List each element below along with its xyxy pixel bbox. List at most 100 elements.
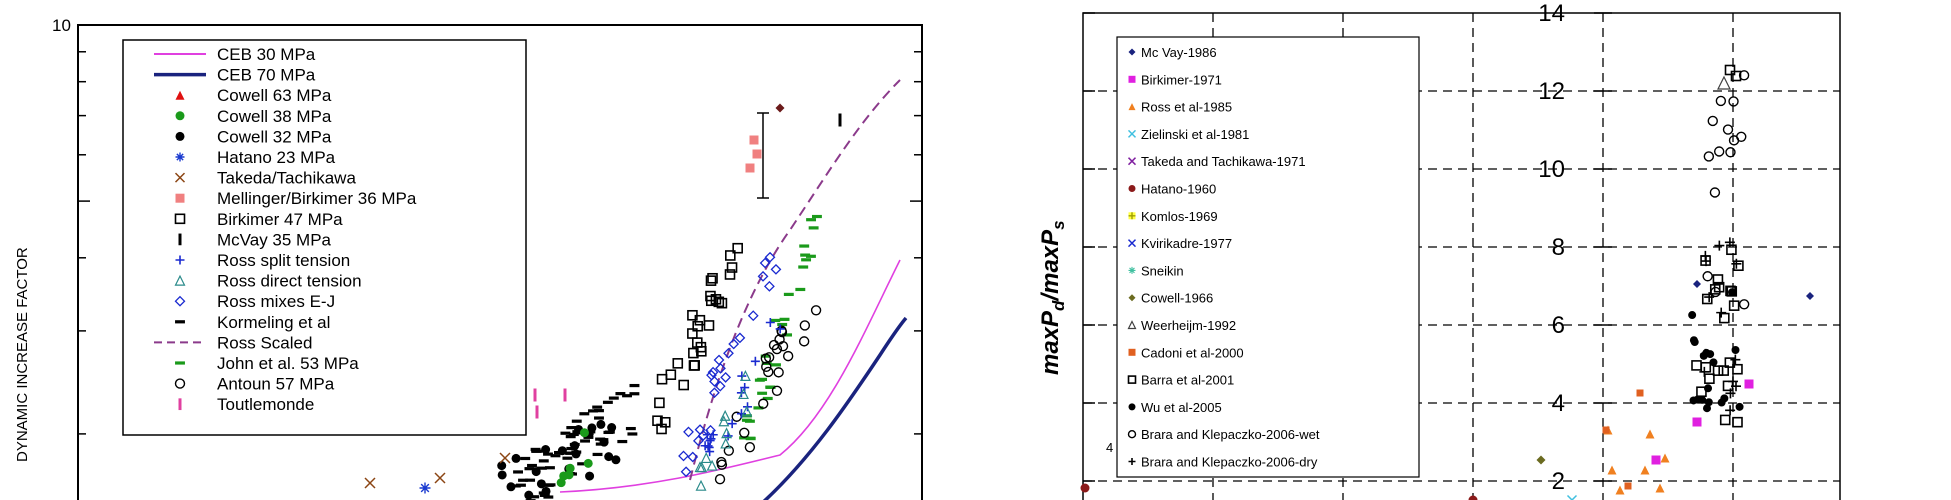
point-birkimer	[1744, 379, 1754, 389]
point-toutlemonde	[535, 405, 539, 419]
legend-marker-4	[175, 131, 185, 141]
point-john-53	[757, 391, 768, 395]
point-cowell-32	[524, 490, 534, 500]
legend-marker-11	[1128, 348, 1136, 356]
legend-marker-14	[1127, 430, 1137, 439]
point-cowell-32	[506, 482, 516, 492]
point-ross-split	[743, 402, 753, 412]
point-kormeling	[520, 456, 531, 461]
point-barra	[1724, 357, 1736, 368]
point-cowell-32	[571, 449, 581, 459]
point-ross-mixes	[747, 310, 759, 322]
right-plot-frame	[1082, 12, 1841, 500]
point-ross-mixes	[680, 466, 692, 478]
point-wu	[1731, 345, 1740, 354]
point-kormeling	[615, 392, 626, 396]
point-kormeling	[577, 462, 588, 466]
legend-marker-15	[175, 361, 185, 365]
point-barra	[1732, 363, 1743, 375]
point-brara-wet	[1707, 115, 1718, 127]
point-kormeling	[622, 394, 632, 398]
point-mellinger	[752, 149, 762, 159]
point-wu	[1735, 402, 1744, 411]
point-antoun-57	[810, 305, 822, 316]
legend-label: Takeda/Tachikawa	[217, 169, 356, 188]
point-kormeling	[571, 419, 582, 423]
legend-label: Mellinger/Birkimer 36 MPa	[217, 189, 417, 208]
point-antoun-57	[782, 350, 794, 362]
series-line-ross-scaled	[689, 79, 901, 481]
point-john-53	[753, 406, 764, 410]
legend-label: Wu et al-2005	[1141, 400, 1222, 415]
legend-label: Komlos-1969	[1141, 209, 1218, 224]
point-kormeling	[608, 396, 619, 400]
legend-marker-6	[1128, 212, 1136, 220]
point-kormeling	[530, 447, 541, 452]
point-cowell-marker	[775, 103, 785, 113]
point-kormeling	[513, 470, 523, 474]
point-brara-dry	[1700, 348, 1711, 359]
point-cowell-32	[596, 419, 606, 429]
point-john-53	[765, 385, 776, 389]
legend-marker-2	[175, 90, 185, 100]
error-bar	[757, 112, 769, 199]
point-kormeling	[629, 383, 640, 388]
right-y-axis-label: maxPd/maxPs	[1037, 220, 1068, 375]
point-wu	[1709, 358, 1718, 367]
right-y-axis-label-part: /maxP	[1037, 229, 1064, 302]
point-john-53	[801, 258, 812, 262]
point-birkimer-47	[659, 416, 671, 428]
point-brara-dry	[1704, 292, 1715, 303]
point-brara-wet	[1713, 146, 1725, 157]
left-chart: 10 DYNAMIC INCREASE FACTOR CEB 30 MPa CEB 7…	[14, 16, 923, 500]
point-birkimer-47	[692, 320, 703, 332]
point-ross-split	[775, 324, 785, 334]
point-brara-wet	[1702, 271, 1713, 282]
point-ross	[1655, 483, 1665, 493]
legend-marker-17	[178, 398, 182, 411]
point-cowell-32	[541, 486, 551, 496]
point-hatano	[1080, 483, 1090, 493]
point-birkimer-47	[725, 250, 736, 261]
point-birkimer-47	[665, 369, 677, 381]
legend-marker-11	[174, 274, 186, 286]
legend-marker-8	[1128, 266, 1136, 274]
legend-label: Ross et al-1985	[1141, 100, 1232, 115]
point-ross-mixes	[723, 347, 734, 359]
right-legend: Mc Vay-1986 Birkimer-1971 Ross et al-1985 Z…	[1116, 36, 1420, 478]
legend-marker-3	[1127, 129, 1137, 138]
legend-label: Ross Scaled	[217, 333, 312, 352]
point-kormeling	[566, 426, 577, 430]
point-birkimer-47	[707, 272, 718, 284]
point-barra	[1718, 365, 1730, 376]
point-cowell-32	[557, 446, 567, 456]
point-kormeling	[560, 431, 571, 435]
point-birkimer-47	[678, 379, 690, 391]
right-ytick-label: 4	[1552, 390, 1565, 417]
point-kormeling	[544, 466, 555, 470]
point-birkimer-47	[689, 360, 700, 371]
point-kormeling	[594, 416, 604, 420]
point-brara-wet	[1728, 135, 1740, 146]
point-antoun-57	[760, 353, 772, 364]
legend-label: Brara and Klepaczko-2006-wet	[1141, 427, 1320, 442]
point-john-53	[811, 214, 822, 219]
point-kormeling	[565, 435, 576, 439]
legend-marker-9	[178, 233, 182, 246]
right-y-axis-label-part: s	[1049, 220, 1068, 229]
point-kormeling	[510, 484, 521, 488]
legend-marker-6	[174, 172, 186, 183]
point-ross-mixes	[757, 270, 769, 282]
point-ross-mixes	[714, 380, 726, 392]
point-john-53	[799, 244, 810, 248]
point-kormeling	[592, 452, 603, 457]
legend-marker-7	[1127, 239, 1137, 248]
point-ross	[1660, 453, 1670, 463]
point-kormeling	[550, 454, 561, 458]
point-antoun-57	[798, 336, 810, 347]
point-cowell-32	[599, 437, 609, 447]
point-birkimer-47	[726, 262, 738, 273]
point-barra	[1704, 373, 1715, 384]
point-takeda	[499, 452, 511, 464]
